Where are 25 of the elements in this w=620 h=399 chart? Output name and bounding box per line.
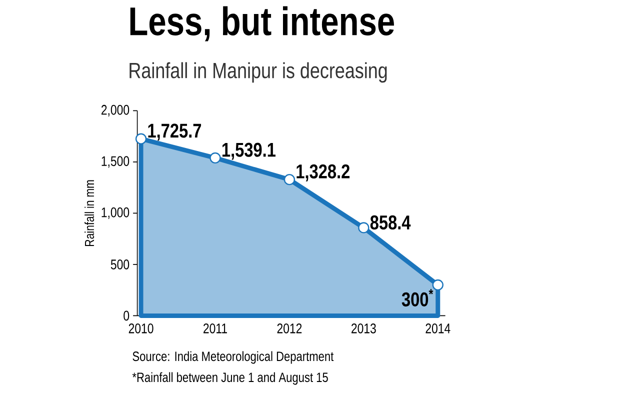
point bbox=[284, 174, 296, 186]
data-label: 300$^{*}$ bbox=[402, 289, 434, 306]
y-tick-label: 2,000 bbox=[101, 104, 130, 116]
data-label: 1,328.2 bbox=[296, 164, 350, 182]
x-tick-label: 2012 bbox=[277, 323, 302, 334]
data-label: 858.4 bbox=[370, 215, 411, 230]
chart-subtitle: Rainfall in Manipur is decreasing bbox=[130, 62, 387, 83]
x-tick-label: 2014 bbox=[426, 323, 450, 334]
y-tick-label: 1,500 bbox=[102, 156, 130, 168]
source-note: Source: India Meteorological Department bbox=[132, 351, 334, 364]
x-tick-label: 2013 bbox=[352, 323, 376, 334]
chart-title: Less, but intense bbox=[130, 6, 394, 42]
point bbox=[358, 222, 370, 234]
y-tick-label: 0 bbox=[124, 310, 130, 321]
point bbox=[135, 133, 147, 144]
y-axis-title: Rainfall in mm bbox=[84, 180, 94, 246]
y-tick-label: 500 bbox=[110, 260, 130, 270]
data-label: 1,725.7 bbox=[148, 124, 202, 141]
x-tick-label: 2011 bbox=[204, 323, 227, 334]
data-label: 1,539.1 bbox=[222, 142, 276, 160]
text: *Rainfall between June 1 and August 15 bbox=[132, 372, 328, 385]
point bbox=[210, 152, 221, 164]
x-tick-label: 2010 bbox=[128, 323, 154, 334]
y-tick-label: 1,000 bbox=[102, 207, 130, 219]
point bbox=[432, 279, 444, 291]
